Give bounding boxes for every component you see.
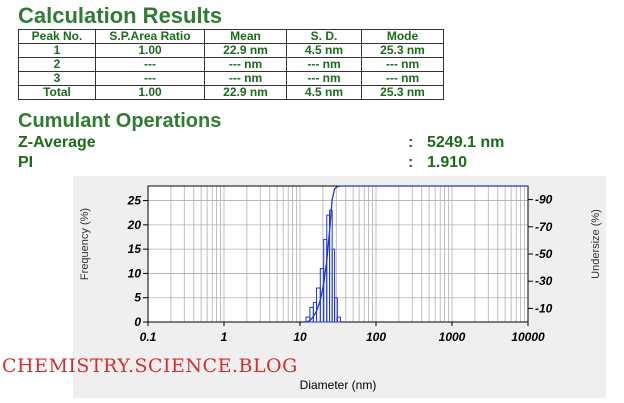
cell: --- nm <box>204 57 287 72</box>
table-row: 1 1.00 22.9 nm 4.5 nm 25.3 nm <box>18 43 444 58</box>
x-tick-label: 100 <box>366 330 386 344</box>
y2-axis-title: Undersize (%) <box>590 209 602 279</box>
cell: 4.5 nm <box>286 85 362 100</box>
cell: 25.3 nm <box>361 85 444 100</box>
pi-separator: : <box>408 154 414 171</box>
col-sd: S. D. <box>286 29 362 44</box>
x-tick-label: 10000 <box>511 330 545 344</box>
cumulant-operations-title: Cumulant Operations <box>18 110 222 132</box>
cell: --- <box>95 57 205 72</box>
y-tick-label: 10 <box>128 266 142 280</box>
size-distribution-chart: 0 5 10 15 20 25 -10 -30 -50 -70 -90 0.1 1 10 100 1000 10… <box>79 185 602 392</box>
size-distribution-chart-panel: 0 5 10 15 20 25 -10 -30 -50 -70 -90 0.1 1 10 100 1000 10… <box>73 176 606 398</box>
histogram-bar <box>331 248 336 323</box>
y2-tick-label: -70 <box>535 220 553 234</box>
cell: 3 <box>18 71 96 86</box>
y-tick-label: 15 <box>128 242 142 256</box>
z-average-value: 5249.1 nm <box>427 134 505 151</box>
cell: --- <box>95 71 205 86</box>
col-peak-no: Peak No. <box>18 29 96 44</box>
y-tick-label: 20 <box>127 218 142 232</box>
cell: --- nm <box>204 71 287 86</box>
y2-tick-label: -30 <box>535 274 553 288</box>
table-header-row: Peak No. S.P.Area Ratio Mean S. D. Mode <box>18 29 444 44</box>
x-tick-label: 10 <box>293 330 307 344</box>
cumulative-undersize-line <box>305 185 528 323</box>
cell: Total <box>18 85 96 100</box>
table-row: 2 --- --- nm --- nm --- nm <box>18 57 444 72</box>
cell: 25.3 nm <box>361 43 444 58</box>
col-mode: Mode <box>361 29 444 44</box>
results-table: Peak No. S.P.Area Ratio Mean S. D. Mode … <box>18 29 444 100</box>
x-tick-label: 1000 <box>439 330 466 344</box>
y2-tick-label: -50 <box>535 247 553 261</box>
cell: 1.00 <box>95 85 205 100</box>
histogram-bar <box>336 316 341 323</box>
z-average-label: Z-Average <box>18 134 96 151</box>
cell: 1 <box>18 43 96 58</box>
cell: --- nm <box>361 71 444 86</box>
cell: 22.9 nm <box>204 85 287 100</box>
histogram-bar <box>334 297 338 323</box>
table-row: 3 --- --- nm --- nm --- nm <box>18 71 444 86</box>
z-average-separator: : <box>408 134 414 151</box>
cell: 2 <box>18 57 96 72</box>
y-tick-label: 0 <box>134 315 141 329</box>
y-tick-label: 5 <box>134 291 141 305</box>
table-row-total: Total 1.00 22.9 nm 4.5 nm 25.3 nm <box>18 85 444 100</box>
y-axis-title: Frequency (%) <box>79 208 91 280</box>
cell: 4.5 nm <box>286 43 362 58</box>
watermark-text: CHEMISTRY.SCIENCE.BLOG <box>2 355 298 377</box>
y2-tick-label: -10 <box>535 301 553 315</box>
cell: --- nm <box>361 57 444 72</box>
x-tick-label: 1 <box>221 330 228 344</box>
pi-label: PI <box>18 154 34 171</box>
pi-value: 1.910 <box>427 154 468 171</box>
col-mean: Mean <box>204 29 287 44</box>
cell: 1.00 <box>95 43 205 58</box>
plot-area <box>148 186 528 322</box>
x-axis-title: Diameter (nm) <box>300 378 377 392</box>
x-tick-label: 0.1 <box>140 330 157 344</box>
y-tick-label: 25 <box>127 194 142 208</box>
cell: --- nm <box>286 71 362 86</box>
col-area-ratio: S.P.Area Ratio <box>95 29 205 44</box>
cell: --- nm <box>286 57 362 72</box>
y2-tick-label: -90 <box>535 193 553 207</box>
calculation-results-title: Calculation Results <box>18 3 223 28</box>
cell: 22.9 nm <box>204 43 287 58</box>
